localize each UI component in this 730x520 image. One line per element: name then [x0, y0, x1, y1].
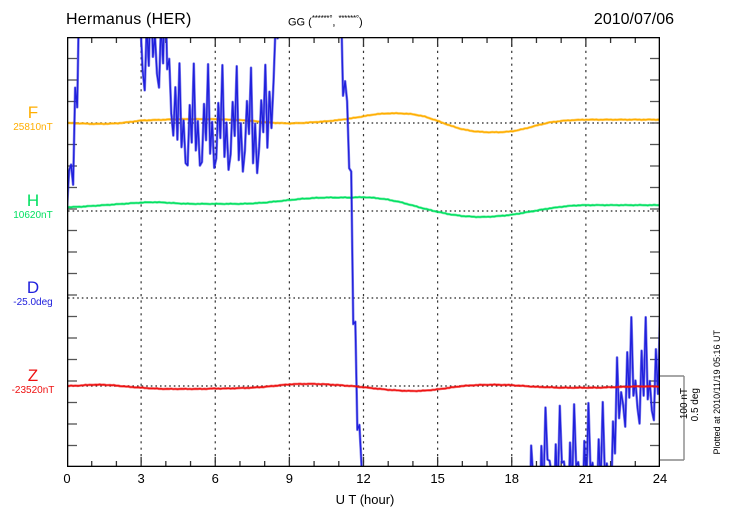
component-symbol-f: F — [27, 103, 39, 122]
coords-suffix: ) — [358, 16, 363, 29]
x-tick-18: 18 — [504, 471, 519, 486]
component-baseline-d: -25.0deg — [13, 297, 53, 308]
component-symbol-h: H — [26, 191, 40, 210]
component-label-h: H 10620nT — [2, 192, 64, 223]
x-tick-9: 9 — [285, 471, 293, 486]
x-tick-21: 21 — [578, 471, 594, 486]
x-tick-24: 24 — [652, 471, 668, 486]
baseline-dotted-lines — [68, 122, 659, 387]
coords-longitude: ******° — [338, 14, 359, 23]
component-baseline-h: 10620nT — [13, 210, 53, 221]
plotted-at-timestamp: Plotted at 2010/11/19 05:16 UT — [712, 330, 722, 455]
coords-latitude: ******° — [311, 14, 333, 23]
x-tick-6: 6 — [211, 471, 219, 486]
plot-border — [67, 37, 660, 467]
x-tick-0: 0 — [63, 471, 71, 486]
observation-date: 2010/07/06 — [593, 11, 674, 28]
plot-canvas — [67, 37, 660, 467]
geographic-coordinates: GG (******°, ******°) — [288, 14, 363, 29]
component-label-d: D -25.0deg — [2, 279, 64, 310]
x-tick-12: 12 — [356, 471, 371, 486]
component-baseline-z: -23520nT — [11, 385, 55, 396]
coords-prefix: GG ( — [288, 16, 312, 29]
scale-bar-nt-label: 100 nT — [679, 388, 690, 420]
grid-lines — [140, 38, 587, 466]
component-label-z: Z -23520nT — [2, 367, 64, 398]
coords-separator: , — [332, 16, 339, 29]
component-symbol-d: D — [26, 278, 40, 297]
scale-bar-deg-label: 0.5 deg — [690, 388, 701, 422]
x-tick-15: 15 — [430, 471, 445, 486]
data-traces — [67, 37, 660, 467]
component-label-f: F 25810nT — [2, 104, 64, 135]
station-title: Hermanus (HER) — [66, 11, 192, 28]
component-symbol-z: Z — [27, 366, 39, 385]
scale-bar — [660, 375, 685, 461]
component-baseline-f: 25810nT — [13, 122, 53, 133]
magnetogram-plot — [67, 37, 660, 467]
x-axis-title: U T (hour) — [335, 492, 395, 507]
x-tick-3: 3 — [137, 471, 145, 486]
